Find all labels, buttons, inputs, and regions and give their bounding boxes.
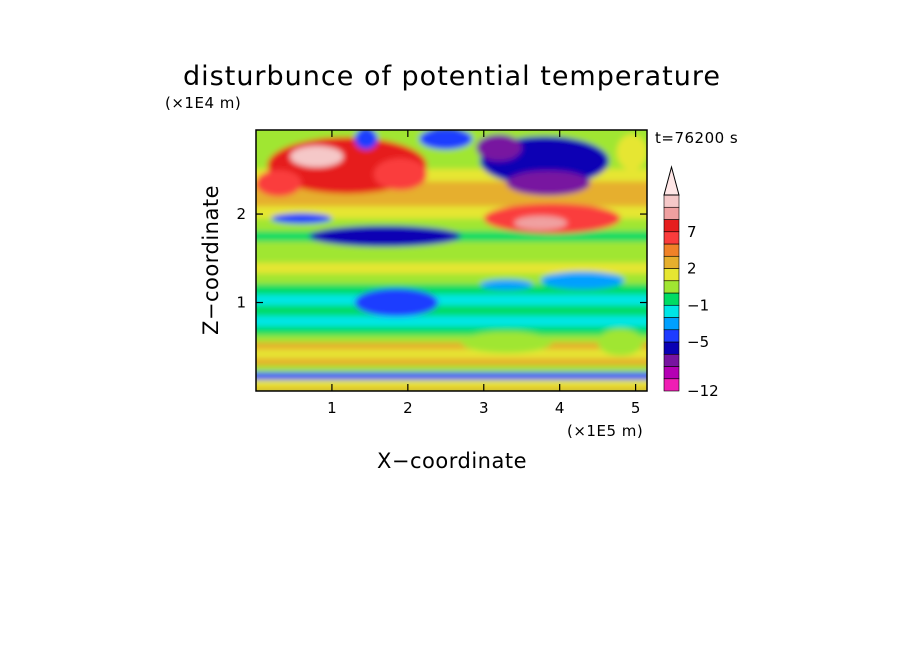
field-feature xyxy=(256,169,302,197)
x-tick-label: 3 xyxy=(479,399,489,417)
field-feature xyxy=(419,130,473,150)
colorbar-segment xyxy=(663,219,680,233)
colorbar-label: −5 xyxy=(687,333,709,351)
colorbar-segment xyxy=(663,366,680,380)
y-tick-label: 2 xyxy=(236,205,246,223)
field-band xyxy=(256,363,647,373)
field-band xyxy=(256,347,647,359)
colorbar-segment xyxy=(663,280,680,294)
colorbar: −12−5−127 xyxy=(663,165,719,400)
field-feature xyxy=(514,215,568,230)
time-label: t=76200 s xyxy=(655,129,738,147)
colorbar-segment xyxy=(663,206,680,220)
field-feature xyxy=(479,279,534,291)
field-band xyxy=(256,324,647,336)
colorbar-segment xyxy=(663,353,680,367)
colorbar-segment xyxy=(663,341,680,355)
x-axis: 1 2 3 4 5 xyxy=(327,130,640,417)
x-unit-label: (×1E5 m) xyxy=(567,422,643,440)
heatmap-field xyxy=(256,130,647,391)
y-axis: 12 xyxy=(236,205,647,312)
field-band xyxy=(256,260,647,274)
x-axis-label: X−coordinate xyxy=(377,449,527,473)
colorbar-segment xyxy=(663,292,680,306)
x-tick-label: 1 xyxy=(327,399,337,417)
field-band xyxy=(256,356,647,366)
field-band xyxy=(256,385,647,391)
colorbar-segment xyxy=(663,317,680,331)
colorbar-segment xyxy=(663,268,680,282)
colorbar-label: −12 xyxy=(687,382,719,400)
field-band xyxy=(256,250,647,263)
field-band xyxy=(256,377,647,388)
x-tick-label: 5 xyxy=(631,399,641,417)
y-tick-label: 1 xyxy=(236,294,246,312)
colorbar-segment xyxy=(663,194,680,208)
colorbar-label: −1 xyxy=(687,296,709,314)
field-feature xyxy=(354,130,378,150)
y-unit-label: (×1E4 m) xyxy=(165,94,241,112)
y-axis-label: Z−coordinate xyxy=(199,185,223,335)
x-tick-label: 2 xyxy=(403,399,413,417)
colorbar-label: 7 xyxy=(687,223,697,241)
colorbar-segment xyxy=(663,329,680,343)
field-feature xyxy=(309,225,461,247)
field-feature xyxy=(373,158,427,191)
field-feature xyxy=(271,213,332,224)
colorbar-segment xyxy=(663,304,680,318)
field-feature xyxy=(616,134,647,170)
field-layer xyxy=(256,130,647,391)
field-feature xyxy=(597,329,644,356)
field-feature xyxy=(540,271,625,290)
field-feature xyxy=(354,288,439,317)
colorbar-segment xyxy=(663,243,680,257)
field-band xyxy=(256,333,647,343)
field-feature xyxy=(290,145,344,168)
x-tick-label: 4 xyxy=(555,399,565,417)
field-band xyxy=(256,370,647,380)
field-feature xyxy=(506,170,591,196)
field-band xyxy=(256,292,647,306)
colorbar-label: 2 xyxy=(687,260,697,278)
colorbar-extend-arrow xyxy=(663,165,680,196)
plot-frame xyxy=(255,129,648,392)
field-band xyxy=(256,303,647,316)
field-feature xyxy=(476,134,522,161)
field-feature xyxy=(460,331,553,353)
colorbar-segment xyxy=(663,255,680,269)
field-band xyxy=(256,191,647,207)
field-band xyxy=(256,340,647,350)
field-band xyxy=(256,313,647,327)
colorbar-segment xyxy=(663,231,680,245)
chart-title: disturbunce of potential temperature xyxy=(183,61,721,92)
colorbar-segment xyxy=(663,378,680,392)
